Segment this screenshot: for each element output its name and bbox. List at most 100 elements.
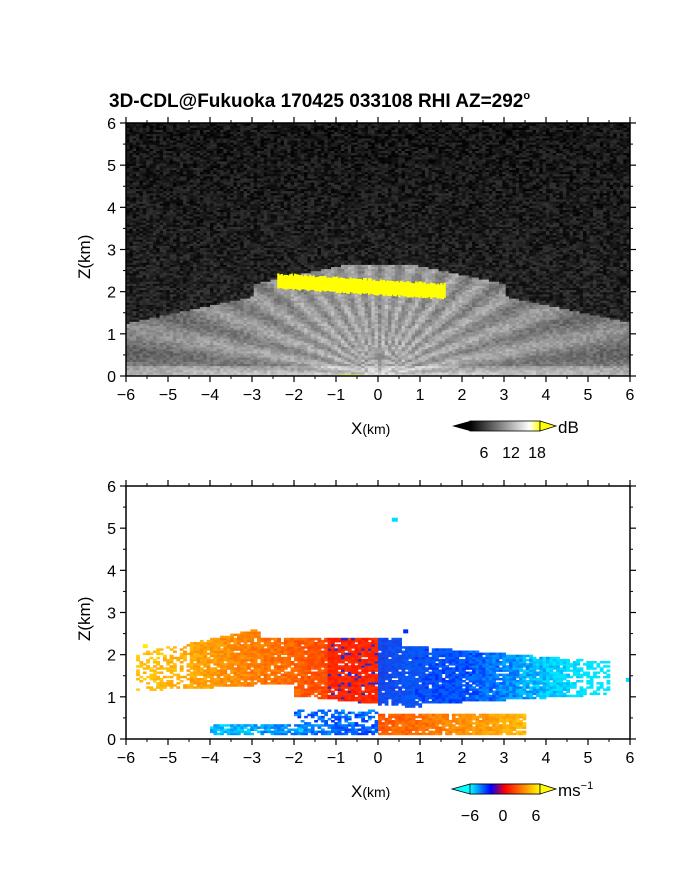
backscatter-cell <box>290 321 295 324</box>
backscatter-cell <box>236 312 241 316</box>
backscatter-cell <box>394 359 399 362</box>
backscatter-cell <box>421 371 426 375</box>
backscatter-cell <box>515 373 520 376</box>
backscatter-cell <box>139 312 144 316</box>
backscatter-cell <box>247 361 251 364</box>
backscatter-cell <box>270 346 275 350</box>
backscatter-cell <box>294 312 298 316</box>
backscatter-cell <box>230 344 235 348</box>
backscatter-cell <box>152 327 157 331</box>
backscatter-cell <box>512 335 517 339</box>
backscatter-cell <box>576 335 581 339</box>
backscatter-cell <box>404 363 409 367</box>
backscatter-cell <box>606 340 611 343</box>
backscatter-cell <box>129 325 134 329</box>
backscatter-cell <box>509 373 513 376</box>
backscatter-cell <box>233 329 238 333</box>
backscatter-cell <box>273 306 278 310</box>
backscatter-cell <box>478 352 483 356</box>
backscatter-cell <box>579 321 584 324</box>
backscatter-cell <box>307 350 312 354</box>
backscatter-cell <box>559 331 564 335</box>
backscatter-cell <box>438 367 443 371</box>
backscatter-cell <box>196 346 201 350</box>
backscatter-cell <box>579 352 584 356</box>
backscatter-cell <box>415 321 419 324</box>
backscatter-cell <box>579 338 584 341</box>
backscatter-cell <box>404 359 409 362</box>
backscatter-cell <box>589 350 594 354</box>
backscatter-cell <box>367 342 372 345</box>
backscatter-cell <box>606 327 611 331</box>
backscatter-cell <box>472 308 477 312</box>
backscatter-cell <box>492 321 497 324</box>
backscatter-cell <box>576 312 581 316</box>
backscatter-cell <box>616 352 621 356</box>
backscatter-cell <box>542 321 547 324</box>
backscatter-cell <box>273 350 278 354</box>
backscatter-cell <box>529 308 534 312</box>
backscatter-cell <box>159 344 164 348</box>
backscatter-cell <box>273 314 278 318</box>
backscatter-cell <box>223 357 228 360</box>
backscatter-cell <box>149 333 154 337</box>
backscatter-cell <box>556 331 561 335</box>
backscatter-cell <box>472 338 477 341</box>
backscatter-cell <box>216 312 221 316</box>
backscatter-cell <box>542 371 547 375</box>
backscatter-cell <box>472 348 477 352</box>
backscatter-cell <box>445 325 450 329</box>
backscatter-cell <box>445 344 450 348</box>
backscatter-cell <box>549 373 554 376</box>
backscatter-cell <box>549 363 554 367</box>
backscatter-cell <box>535 344 540 348</box>
backscatter-cell <box>458 354 463 358</box>
backscatter-cell <box>327 350 332 354</box>
backscatter-cell <box>136 333 141 337</box>
backscatter-cell <box>458 352 463 356</box>
backscatter-cell <box>428 331 433 335</box>
backscatter-cell <box>126 348 130 352</box>
backscatter-cell <box>139 354 144 358</box>
backscatter-cell <box>374 310 379 314</box>
backscatter-cell <box>525 331 530 335</box>
backscatter-cell <box>623 310 628 314</box>
backscatter-cell <box>515 367 520 371</box>
backscatter-cell <box>505 373 510 376</box>
backscatter-cell <box>589 321 594 324</box>
backscatter-cell <box>129 323 134 326</box>
backscatter-cell <box>411 308 416 312</box>
backscatter-cell <box>183 346 188 350</box>
backscatter-cell <box>334 354 339 358</box>
backscatter-cell <box>488 321 493 324</box>
backscatter-cell <box>522 329 527 333</box>
backscatter-cell <box>220 361 225 364</box>
backscatter-cell <box>146 325 151 329</box>
backscatter-cell <box>250 308 255 312</box>
backscatter-cell <box>572 348 577 352</box>
backscatter-cell <box>465 323 470 326</box>
backscatter-cell <box>206 323 211 326</box>
backscatter-cell <box>576 342 581 345</box>
backscatter-cell <box>525 325 530 329</box>
backscatter-cell <box>193 314 198 318</box>
backscatter-cell <box>569 338 574 341</box>
backscatter-cell <box>435 327 440 331</box>
backscatter-cell <box>166 344 171 348</box>
backscatter-cell <box>435 321 440 324</box>
backscatter-cell <box>415 357 419 360</box>
backscatter-cell <box>216 319 221 322</box>
backscatter-cell <box>173 312 177 316</box>
backscatter-cell <box>505 319 510 322</box>
backscatter-cell <box>186 371 191 375</box>
backscatter-cell <box>492 325 497 329</box>
backscatter-cell <box>411 373 416 376</box>
backscatter-cell <box>159 365 164 369</box>
backscatter-cell <box>250 312 255 316</box>
backscatter-cell <box>203 348 208 352</box>
backscatter-cell <box>270 306 275 310</box>
backscatter-cell <box>512 361 517 364</box>
backscatter-cell <box>451 342 456 345</box>
backscatter-cell <box>593 350 597 354</box>
backscatter-cell <box>411 346 416 350</box>
